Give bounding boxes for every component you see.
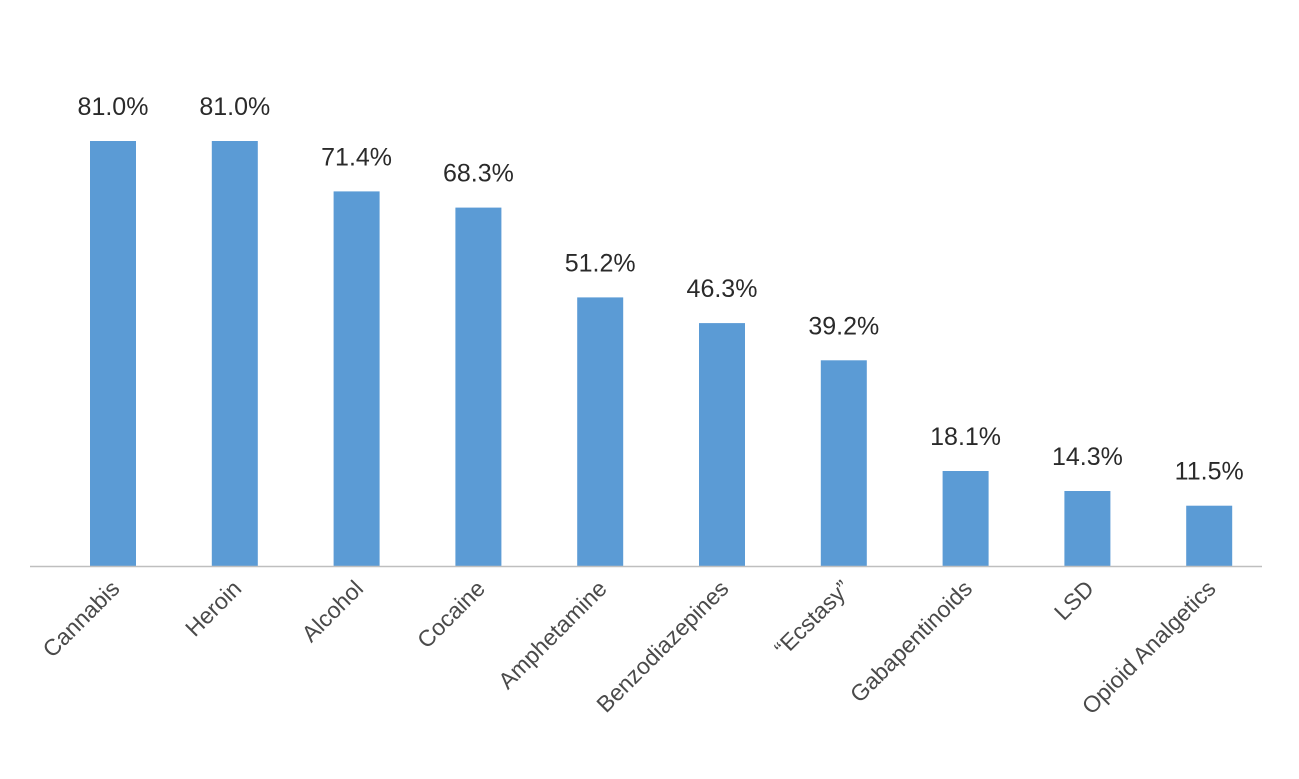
bars-layer — [90, 141, 1233, 566]
data-label: 11.5% — [1175, 458, 1244, 486]
x-tick-label: Cannabis — [37, 575, 124, 662]
data-label: 51.2% — [565, 249, 636, 277]
bar-alcohol — [333, 191, 380, 566]
bar-cannabis — [90, 141, 136, 566]
data-label: 18.1% — [930, 423, 1001, 451]
x-tick-label: Gabapentinoids — [845, 575, 977, 707]
data-label: 81.0% — [199, 93, 270, 121]
data-label: 14.3% — [1052, 443, 1123, 471]
data-label: 46.3% — [687, 275, 758, 303]
x-tick-label: Heroin — [180, 575, 246, 641]
x-tick-label: Benzodiazepines — [591, 575, 733, 717]
bar-benzodiazepines — [699, 323, 745, 566]
data-label: 68.3% — [443, 160, 514, 188]
data-label: 71.4% — [321, 143, 392, 171]
x-tick-label: “Ecstasy” — [769, 575, 855, 661]
bar-ecstasy — [820, 360, 867, 566]
data-label: 81.0% — [78, 93, 149, 121]
bar-heroin — [211, 141, 258, 566]
x-tick-labels-layer: Cannabis Heroin Alcohol Cocaine AmphetamineB… — [37, 575, 1220, 719]
x-tick-label: LSD — [1049, 575, 1099, 625]
data-labels-layer: 81.0% 81.0% 71.4% 68.3% 51.2% 46.3% 39.2% 18.1%… — [78, 93, 1244, 486]
x-tick-label: Opioid Analgetics — [1077, 575, 1221, 719]
x-tick-label: Alcohol — [296, 575, 368, 647]
bar-opioid-analgetics — [1186, 505, 1233, 566]
bar-gabapentinoids — [942, 471, 989, 566]
x-tick-label: Amphetamine — [493, 575, 612, 694]
data-label: 39.2% — [808, 312, 879, 340]
bar-amphetamine — [577, 297, 624, 566]
x-tick-label: Cocaine — [412, 575, 490, 653]
bar-lsd — [1064, 491, 1111, 566]
bar-cocaine — [455, 207, 502, 566]
